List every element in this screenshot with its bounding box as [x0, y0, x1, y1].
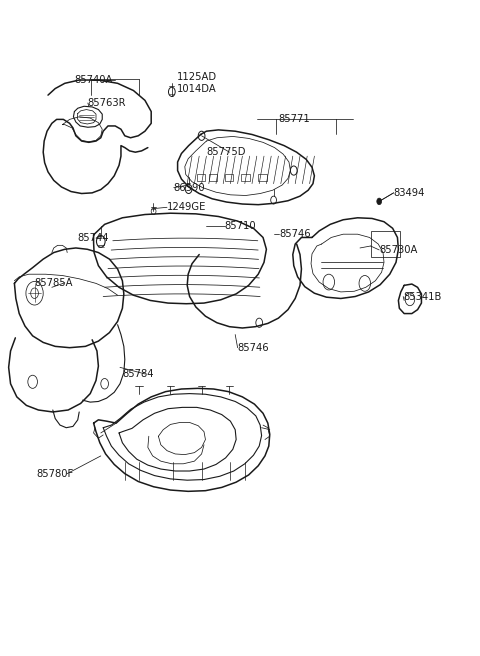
- Bar: [258, 174, 267, 181]
- Text: 85763R: 85763R: [88, 98, 126, 108]
- Bar: [241, 174, 250, 181]
- Text: 85775D: 85775D: [206, 147, 246, 157]
- Bar: [209, 174, 217, 181]
- Text: 1125AD: 1125AD: [177, 72, 217, 83]
- Text: 85710: 85710: [225, 221, 256, 232]
- Circle shape: [377, 198, 382, 205]
- Text: 85740A: 85740A: [74, 75, 113, 85]
- Bar: [371, 231, 400, 257]
- Text: 85780F: 85780F: [36, 468, 73, 479]
- Text: 85746: 85746: [238, 342, 269, 353]
- Text: 83494: 83494: [394, 188, 425, 198]
- Bar: [225, 174, 233, 181]
- Text: 1014DA: 1014DA: [177, 84, 216, 94]
- Text: 85784: 85784: [122, 369, 154, 379]
- Text: 85730A: 85730A: [379, 245, 418, 255]
- Bar: [197, 174, 205, 181]
- Text: 85746: 85746: [279, 229, 311, 239]
- Text: 85744: 85744: [78, 233, 109, 243]
- Text: 85341B: 85341B: [403, 291, 442, 302]
- Text: 86590: 86590: [174, 182, 205, 193]
- Text: 1249GE: 1249GE: [167, 202, 206, 213]
- Text: 85771: 85771: [278, 114, 310, 125]
- Text: 85785A: 85785A: [35, 277, 73, 288]
